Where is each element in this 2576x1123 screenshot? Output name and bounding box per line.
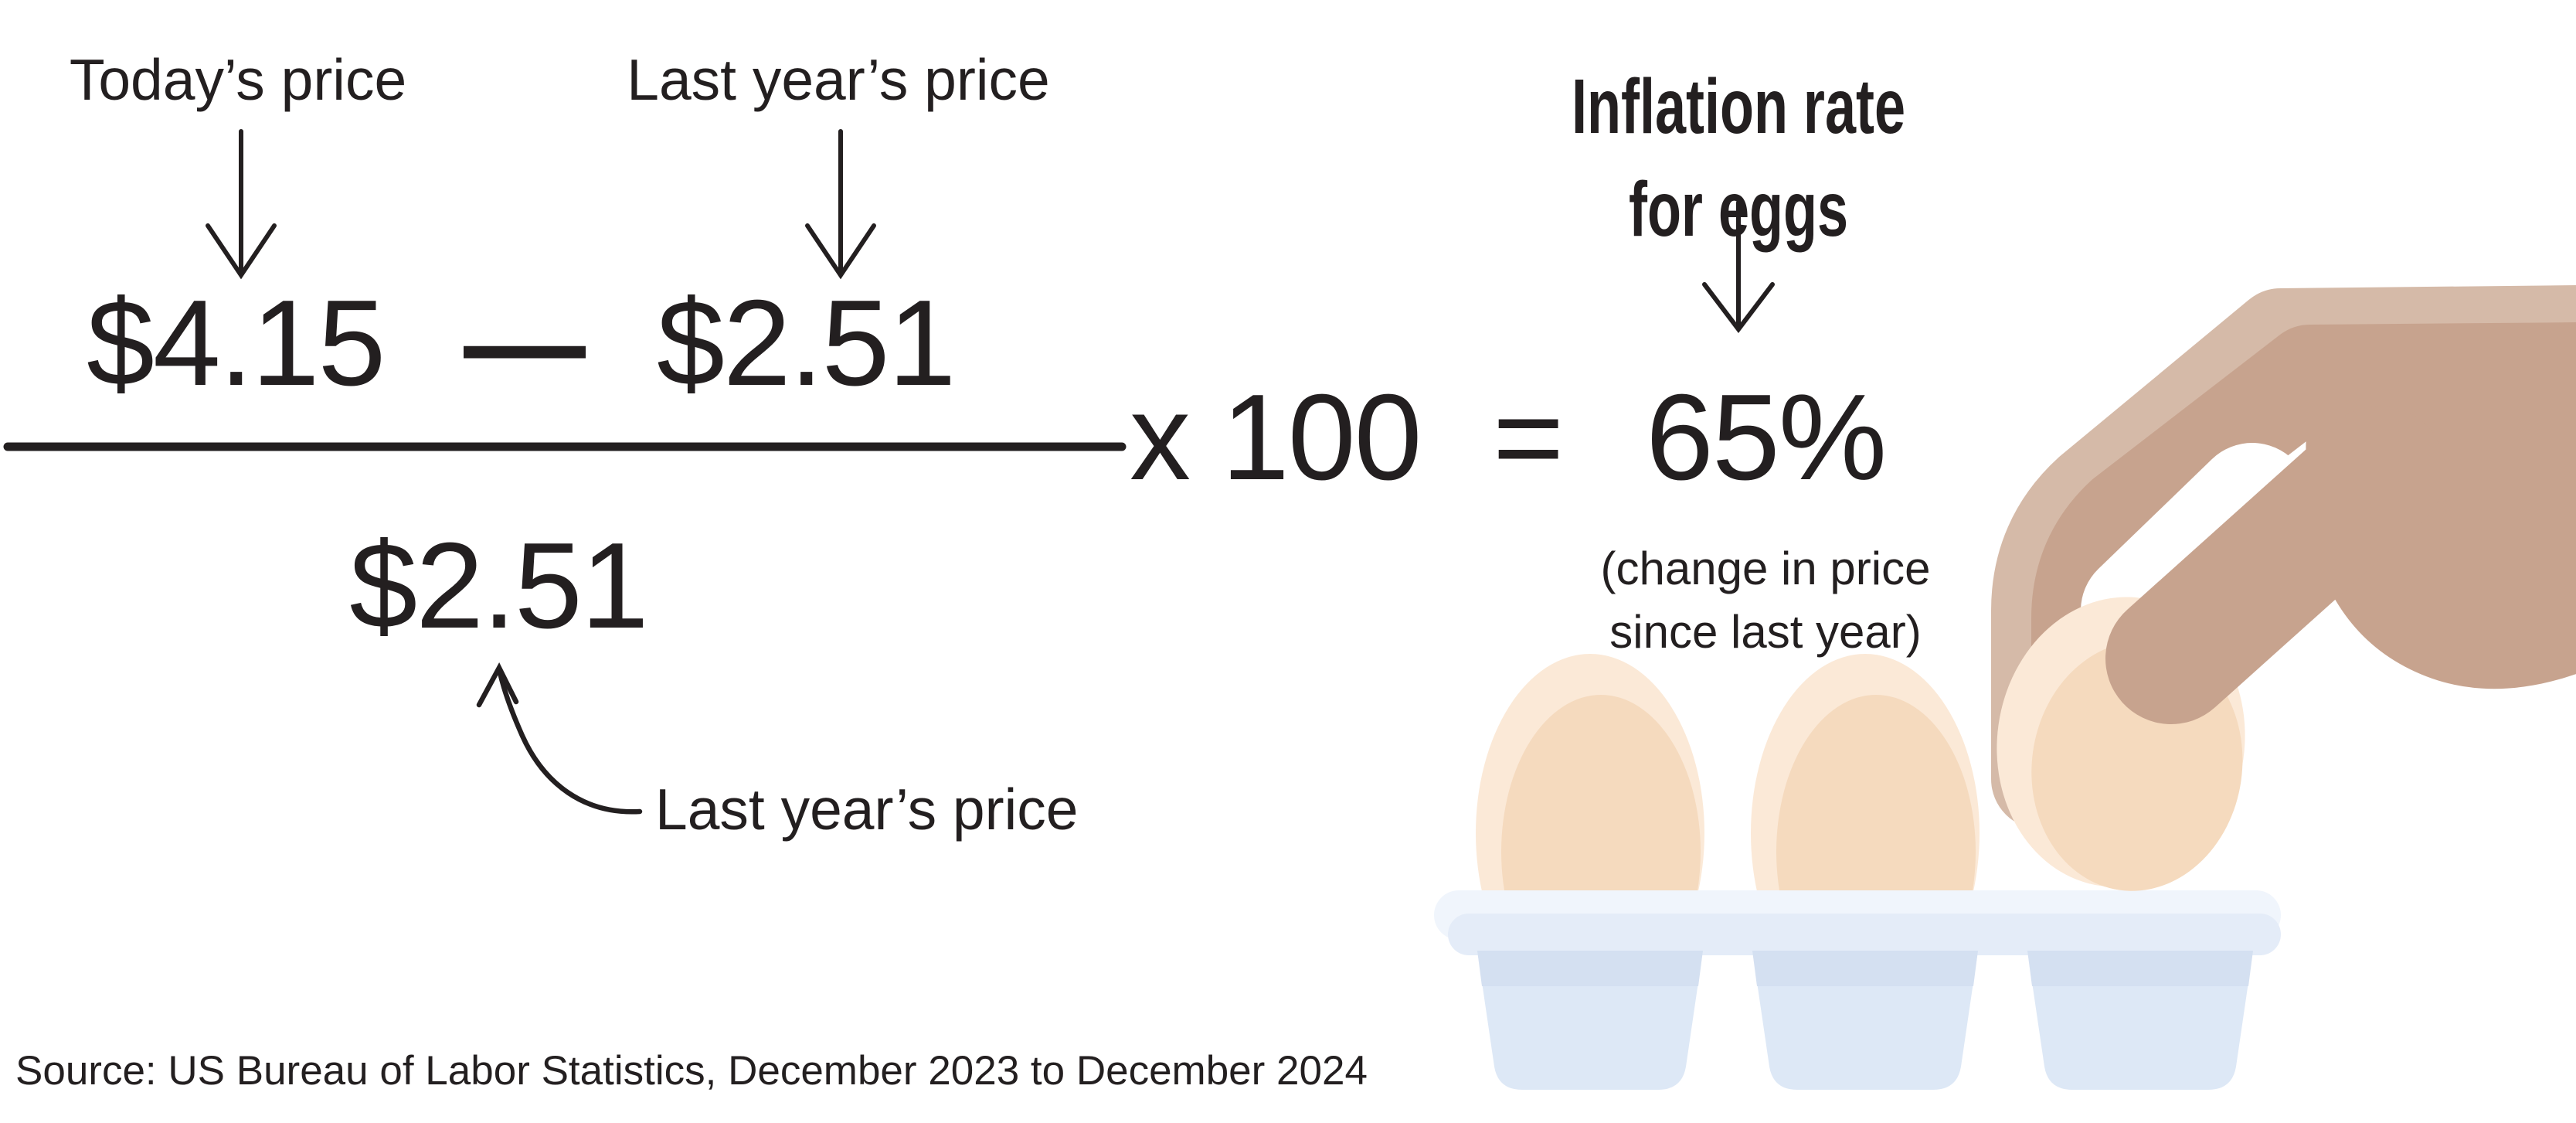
hand-picking-egg-illustration	[1434, 285, 2576, 1090]
equals-sign: =	[1493, 369, 1564, 505]
minus-sign: —	[464, 275, 586, 411]
denominator-value: $2.51	[349, 518, 648, 654]
curved-arrow-icon	[476, 662, 643, 815]
result-note-line2: since last year)	[1609, 605, 1922, 658]
result-note: (change in price since last year)	[1456, 537, 2075, 663]
hand-icon	[1991, 285, 2576, 891]
arrow-down-icon	[805, 129, 876, 280]
result-heading-line1: Inflation rate	[1571, 63, 1906, 150]
result-value: 65%	[1646, 369, 1887, 505]
numerator-last-year-price-value: $2.51	[657, 275, 956, 411]
multiplier-value: x 100	[1130, 369, 1422, 505]
result-heading-line2: for eggs	[1628, 166, 1849, 253]
numerator-today-price-value: $4.15	[87, 275, 386, 411]
egg-carton	[1434, 890, 2281, 1090]
result-note-line1: (change in price	[1600, 543, 1931, 594]
last-year-price-label-bottom: Last year’s price	[655, 777, 1079, 842]
last-year-price-label-top: Last year’s price	[627, 47, 1050, 112]
result-heading: Inflation rate for eggs	[1488, 56, 1989, 261]
source-attribution: Source: US Bureau of Labor Statistics, D…	[15, 1048, 1368, 1094]
arrow-down-icon	[206, 129, 277, 280]
arrow-down-icon	[1702, 200, 1775, 333]
today-price-label: Today’s price	[69, 47, 407, 112]
